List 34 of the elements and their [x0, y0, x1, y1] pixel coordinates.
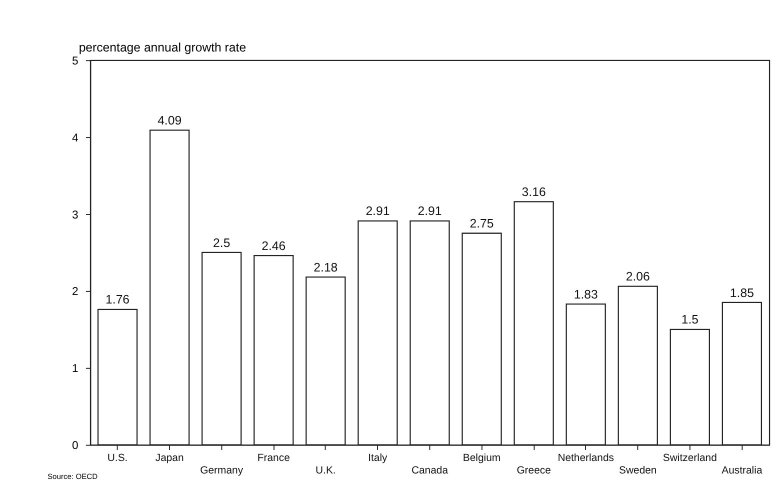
x-tick-label: U.S.	[107, 452, 128, 464]
data-label: 1.5	[681, 312, 699, 327]
source-note: Source: OECD	[47, 472, 98, 481]
data-label: 2.91	[366, 204, 390, 218]
x-tick-label: Sweden	[619, 465, 657, 476]
x-tick-label: Greece	[516, 465, 552, 476]
data-label: 2.5	[213, 236, 230, 250]
data-label: 2.46	[262, 238, 286, 253]
x-tick-label: Japan	[155, 452, 184, 464]
y-tick-label: 4	[72, 132, 78, 144]
y-axis-title: percentage annual growth rate	[78, 40, 246, 55]
y-tick-label: 0	[72, 440, 78, 452]
data-label: 1.83	[574, 287, 598, 302]
data-label: 2.18	[314, 260, 338, 274]
x-tick-label: Netherlands	[558, 452, 614, 464]
x-tick-label: France	[257, 452, 290, 464]
y-tick-label: 1	[72, 363, 78, 376]
y-tick-label: 5	[72, 55, 78, 68]
x-tick-label: Australia	[722, 465, 762, 476]
data-label: 2.06	[626, 270, 650, 284]
data-label: 1.76	[106, 292, 130, 307]
x-tick-label: Belgium	[462, 452, 501, 464]
data-label: 2.91	[418, 204, 442, 218]
data-label: 2.75	[470, 216, 494, 231]
x-tick-label: Canada	[411, 465, 448, 476]
x-tick-label: U.K.	[316, 465, 336, 476]
x-tick-label: Germany	[200, 465, 244, 476]
data-label: 1.85	[730, 286, 754, 300]
data-label: 3.16	[522, 185, 546, 200]
data-label: 4.09	[158, 113, 182, 128]
y-tick-label: 3	[72, 209, 78, 222]
x-tick-label: Italy	[368, 452, 388, 464]
y-tick-label: 2	[72, 286, 78, 298]
x-tick-label: Switzerland	[662, 452, 718, 464]
